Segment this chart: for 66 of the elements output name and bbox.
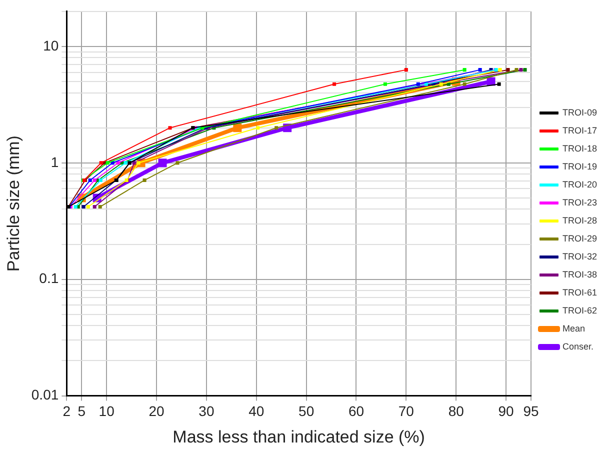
point [98,178,102,182]
x-tick-label: 80 [448,403,464,420]
x-tick-label: 10 [98,403,115,420]
x-tick-label: 30 [198,403,214,420]
legend-label: TROI-32 [562,251,598,262]
x-axis-title: Mass less than indicated size (%) [172,427,425,446]
point [98,205,102,209]
x-tick-label: 70 [398,403,414,420]
point [519,68,523,72]
point [124,161,128,165]
point [88,178,92,182]
legend-label: TROI-23 [562,197,598,208]
point [439,82,443,86]
point [478,68,482,72]
legend-label: TROI-19 [562,161,598,172]
y-tick-label: 10 [43,37,59,54]
x-tick-label: 95 [523,403,539,420]
legend-label: TROI-20 [562,179,598,190]
x-tick-label: 50 [298,403,314,420]
x-tick-label: 5 [78,403,86,420]
point [86,205,90,209]
point [92,205,96,209]
point [523,68,527,72]
point [142,178,146,182]
point [256,126,260,130]
point [462,82,466,86]
point [506,68,510,72]
point [92,178,96,182]
point [233,124,242,132]
legend-label: TROI-62 [562,305,598,316]
point [383,82,387,86]
point [82,205,86,209]
y-tick-label: 0.01 [31,386,59,403]
point [116,161,120,165]
x-tick-label: 20 [148,403,165,420]
legend-label: TROI-28 [562,215,598,226]
legend-label: TROI-38 [562,269,598,280]
legend-label: TROI-61 [562,287,598,298]
point [332,82,336,86]
point [404,68,408,72]
point [99,161,103,165]
point [462,68,466,72]
legend-label: Mean [562,323,586,334]
point [106,161,110,165]
x-tick-label: 90 [498,403,514,420]
legend-label: TROI-18 [562,143,598,154]
x-tick-label: 2 [62,403,71,420]
y-tick-label: 1 [50,154,59,170]
point [274,126,278,130]
point [497,82,501,86]
point [176,161,180,165]
legend-label: TROI-17 [562,125,598,136]
legend-label: Conser. [562,341,594,352]
y-tick-label: 0.1 [39,270,59,286]
point [498,68,502,72]
point [158,158,167,168]
point [136,161,140,165]
point [514,68,518,72]
point [168,126,172,130]
y-axis-title: Particle size (mm) [4,136,23,272]
legend-label: TROI-29 [562,233,598,244]
point [416,82,420,86]
x-tick-label: 60 [348,403,364,420]
x-tick-label: 40 [248,403,264,420]
point [74,205,78,209]
legend-label: TROI-09 [562,107,598,118]
